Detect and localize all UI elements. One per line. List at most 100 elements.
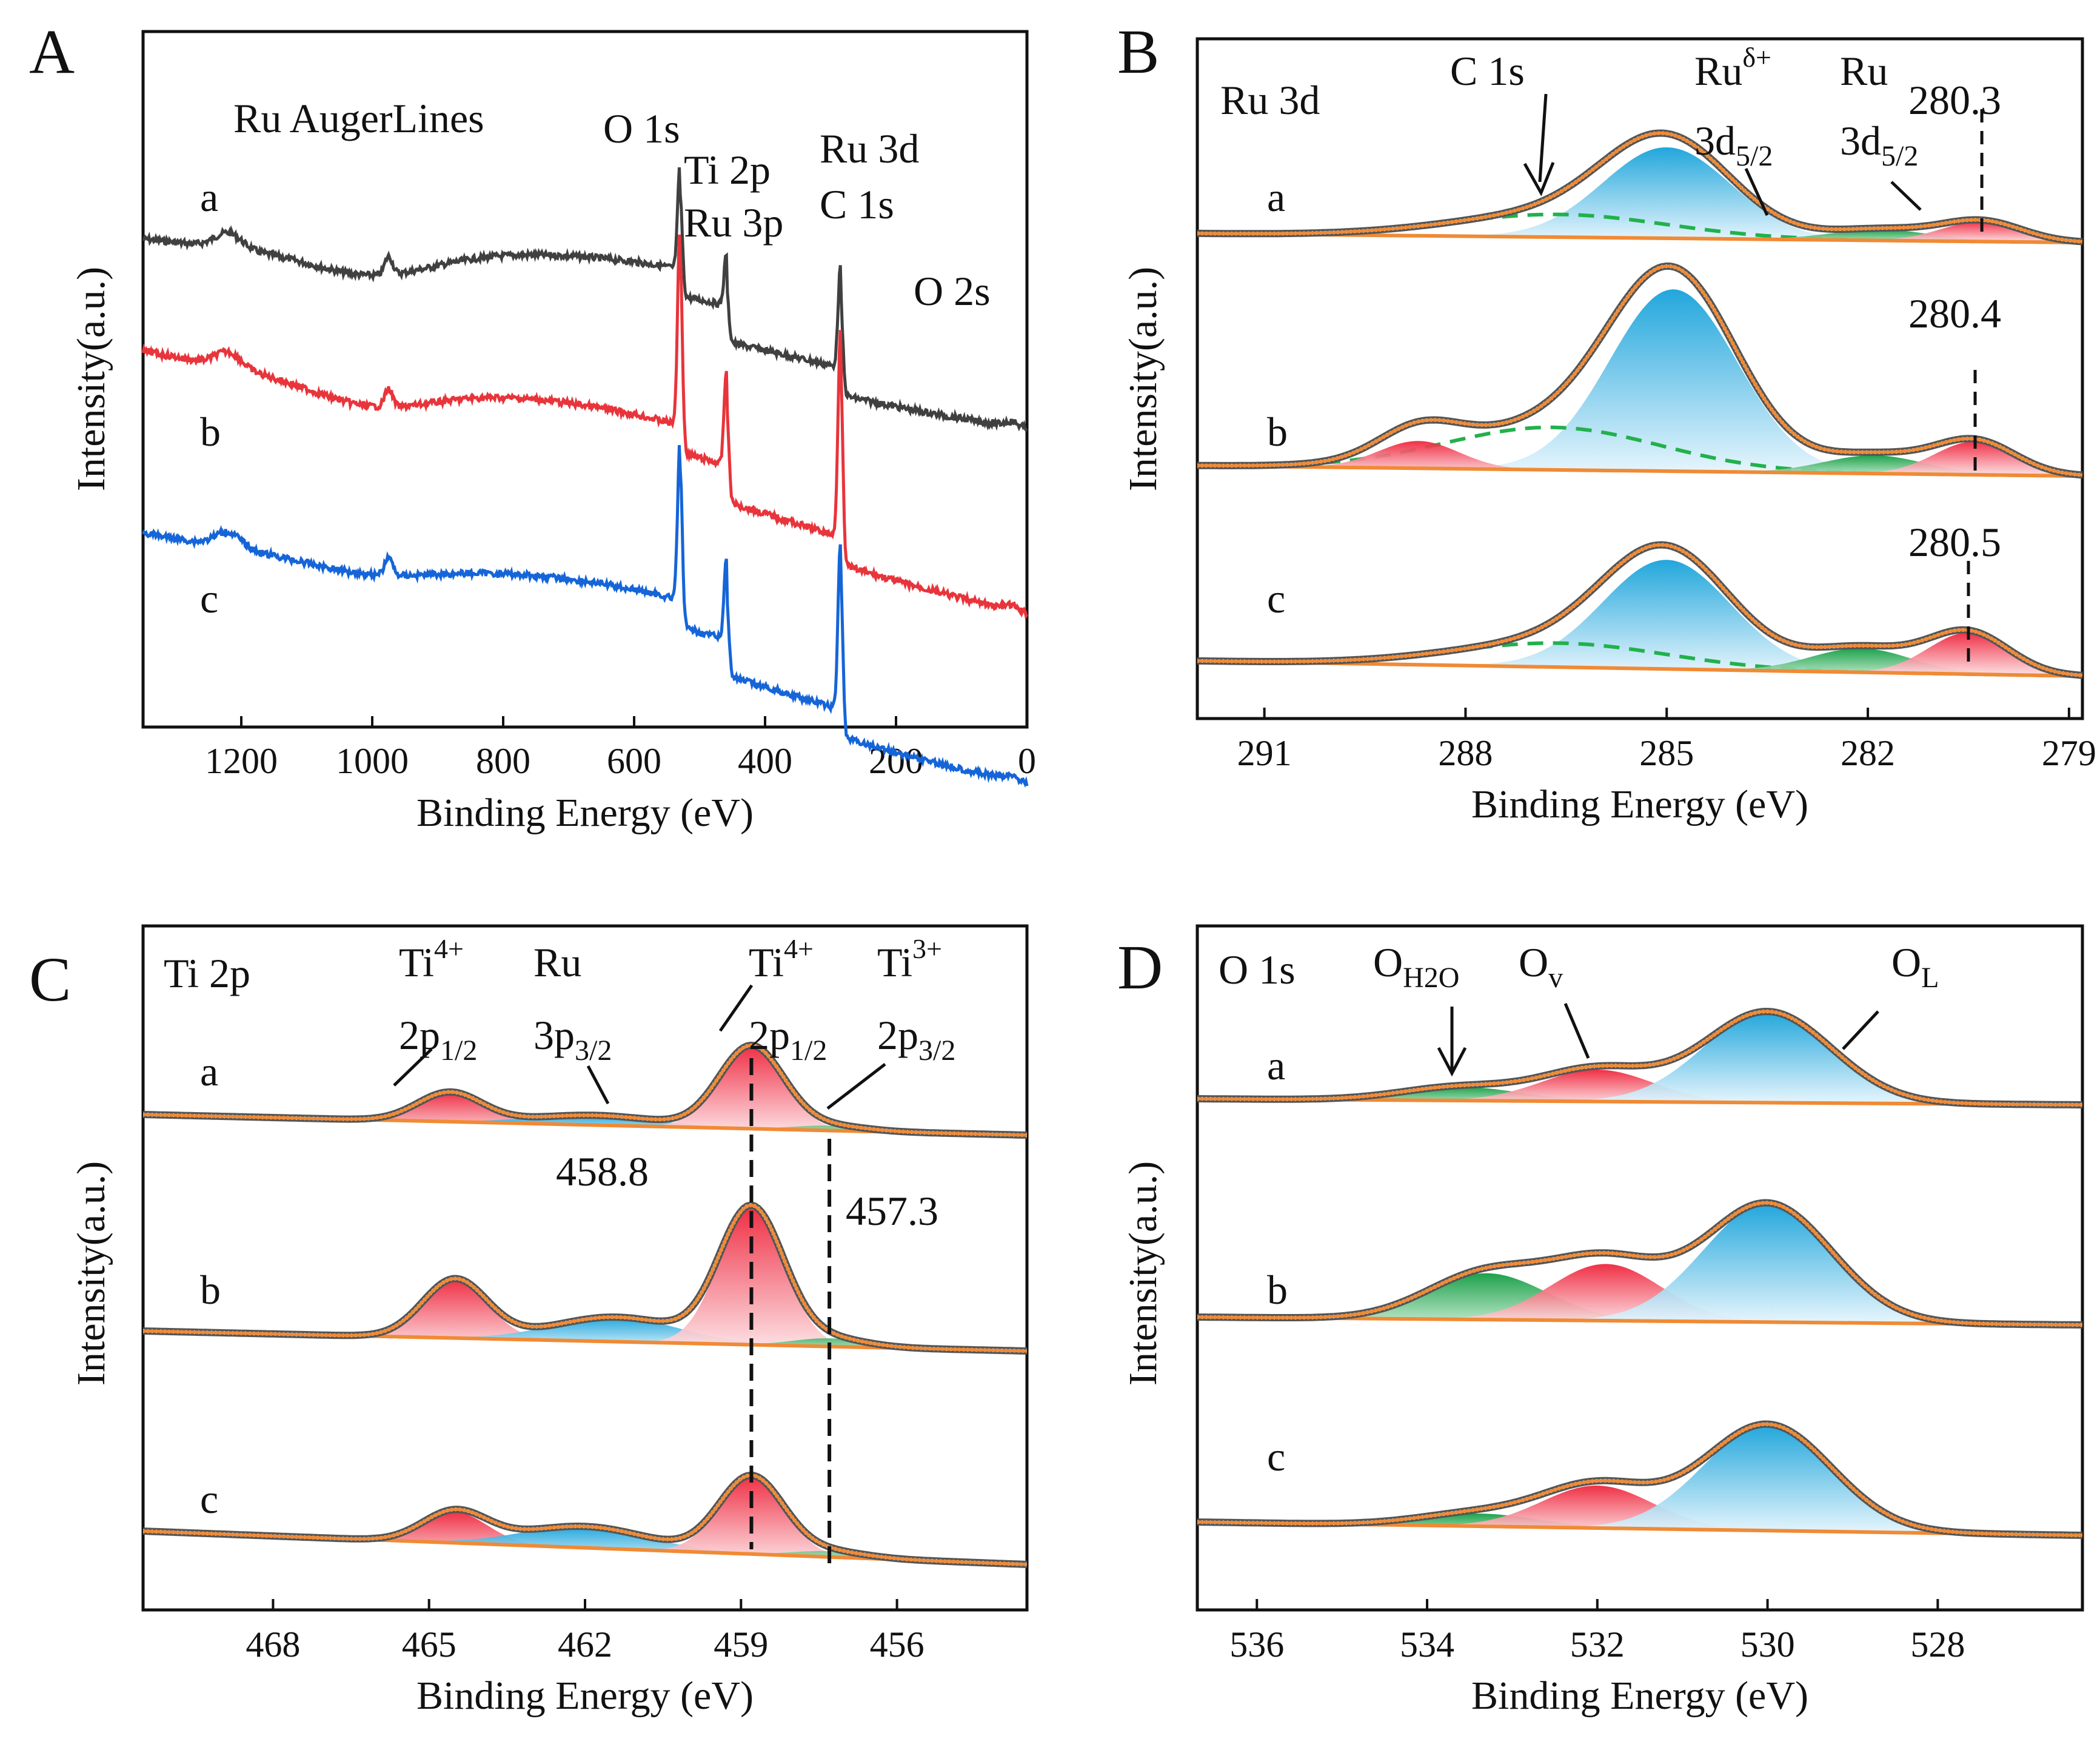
fit-envelope-b-b [1197, 264, 2083, 477]
annotation-ru-delta-3d: 3d5/2 [1694, 118, 1773, 172]
trace-label-c-c: c [200, 1476, 218, 1522]
annotation-o1s: O 1s [603, 106, 680, 152]
x-ticks-d: 536 534 532 530 528 [1229, 1599, 1965, 1665]
fit-envelope-c-b [142, 1203, 1028, 1353]
survey-trace-c [141, 445, 1029, 788]
annotation-ti4-1: Ti4+ [399, 933, 464, 985]
component-c-c-1 [143, 1526, 1027, 1564]
d-tick-label-3: 530 [1741, 1624, 1795, 1665]
trace-label-d-b: b [1267, 1267, 1288, 1313]
c-tick-label-4: 456 [870, 1624, 925, 1665]
component-d-c-1 [1197, 1485, 2082, 1535]
panel-b: B 291 288 285 282 279 Ru 3d C 1s Ruδ+ 3d5/2 … [1117, 17, 2096, 826]
arrow-ov [1563, 1003, 1590, 1059]
panel-letter-d: D [1117, 933, 1163, 1002]
b-tick-label-1: 288 [1438, 733, 1493, 773]
y-axis-label-b: Intensity(a.u.) [1121, 267, 1165, 491]
annotation-ru3d: Ru 3d [820, 126, 919, 172]
y-axis-label-a: Intensity(a.u.) [69, 267, 113, 491]
x-ticks-a: 1200 1000 800 600 400 200 0 [205, 716, 1036, 781]
b-tick-label-3: 282 [1841, 733, 1895, 773]
panel-title-c: Ti 2p [164, 950, 250, 996]
data-markers-c-c [142, 1471, 1028, 1568]
component-d-b-2 [1197, 1203, 2082, 1325]
component-b-b-3 [1197, 455, 2082, 476]
annotation-ru3p: Ru 3p [684, 199, 783, 246]
component-b-a-0 [1197, 147, 2082, 243]
b-tick-label-2: 285 [1639, 733, 1694, 773]
component-d-c-2 [1197, 1424, 2082, 1535]
a-tick-label-6: 0 [1018, 741, 1036, 781]
component-c-a-2 [143, 1046, 1027, 1135]
annotation-ru-b: Ru [1840, 48, 1888, 94]
annotation-ti4-1-line: 2p1/2 [399, 1012, 477, 1067]
component-c-c-2 [143, 1476, 1027, 1564]
c-tick-label-3: 459 [714, 1624, 768, 1665]
annotation-oh2o: OH2O [1373, 939, 1459, 994]
fit-envelope-b-c [1197, 543, 2083, 677]
d-tick-label-2: 532 [1570, 1624, 1625, 1665]
annotation-o2s: O 2s [914, 268, 991, 314]
component-b-b-4 [1197, 441, 2082, 476]
component-b-b-0 [1197, 289, 2082, 476]
component-c-b-1 [143, 1317, 1027, 1351]
component-d-b-1 [1197, 1264, 2082, 1325]
arrow-c1s-b [1538, 93, 1548, 183]
component-b-c-0 [1197, 560, 2082, 676]
arrow-ol [1842, 1010, 1879, 1050]
a-tick-label-1: 1000 [336, 741, 409, 781]
value-280-5: 280.5 [1908, 519, 2001, 565]
c-tick-label-2: 462 [558, 1624, 612, 1665]
d-tick-label-1: 534 [1400, 1624, 1454, 1665]
plot-frame-b [1195, 37, 2084, 720]
trace-label-c-b: b [200, 1267, 221, 1313]
trace-label-b-c: c [1267, 575, 1285, 622]
traces-d [1197, 1008, 2083, 1539]
traces-c [142, 1041, 1028, 1571]
arrow-ti4-2 [718, 984, 754, 1032]
trace-label-c-a: a [200, 1048, 218, 1095]
a-tick-label-4: 400 [738, 741, 792, 781]
annotation-ti3-line: 2p3/2 [877, 1012, 955, 1067]
arrow-ti3 [826, 1063, 886, 1110]
component-c-b-2 [143, 1208, 1027, 1351]
c-tick-label-0: 468 [246, 1624, 300, 1665]
data-marker-holes-c-c [142, 1473, 1028, 1566]
b-tick-label-0: 291 [1237, 733, 1292, 773]
trace-label-b-a: a [1267, 174, 1285, 220]
annotation-ti4-2-line: 2p1/2 [749, 1012, 827, 1067]
annotation-c1s-b: C 1s [1450, 48, 1525, 94]
value-280-4: 280.4 [1908, 290, 2001, 337]
a-tick-label-3: 600 [607, 741, 661, 781]
value-280-3: 280.3 [1908, 77, 2001, 123]
x-ticks-c: 468 465 462 459 456 [246, 1599, 925, 1665]
b-tick-label-4: 279 [2042, 733, 2096, 773]
fit-envelope-c-c [142, 1473, 1028, 1566]
annotation-ti4-2: Ti4+ [749, 933, 814, 985]
annotation-ru-delta: Ruδ+ [1694, 42, 1771, 94]
d-tick-label-4: 528 [1910, 1624, 1965, 1665]
annotation-ol: OL [1891, 939, 1939, 994]
annotation-ti3: Ti3+ [877, 933, 942, 985]
x-axis-label-b: Binding Energy (eV) [1471, 782, 1808, 826]
arrow-ru-b [1890, 181, 1922, 211]
x-ticks-b: 291 288 285 282 279 [1237, 708, 2096, 773]
x-axis-label-d: Binding Energy (eV) [1471, 1674, 1808, 1718]
trace-label-c: c [200, 575, 218, 622]
fit-envelope-d-c [1197, 1422, 2083, 1537]
annotation-ru-3p: 3p3/2 [533, 1012, 612, 1067]
annotation-ti2p: Ti 2p [684, 147, 771, 193]
panel-letter-c: C [29, 945, 71, 1014]
arrow-ti4-1 [393, 1048, 433, 1087]
value-457-3: 457.3 [846, 1188, 938, 1234]
component-d-b-0 [1197, 1273, 2082, 1325]
plot-frame-d [1195, 924, 2084, 1612]
fit-envelope-c-a [142, 1044, 1028, 1137]
baseline-b-b [1197, 464, 2083, 478]
arrowhead-c1s-b [1523, 162, 1555, 196]
y-axis-label-d: Intensity(a.u.) [1121, 1161, 1165, 1386]
x-axis-label-c: Binding Energy (eV) [416, 1674, 754, 1718]
y-axis-label-c: Intensity(a.u.) [69, 1161, 113, 1386]
trace-label-b: b [200, 409, 221, 455]
